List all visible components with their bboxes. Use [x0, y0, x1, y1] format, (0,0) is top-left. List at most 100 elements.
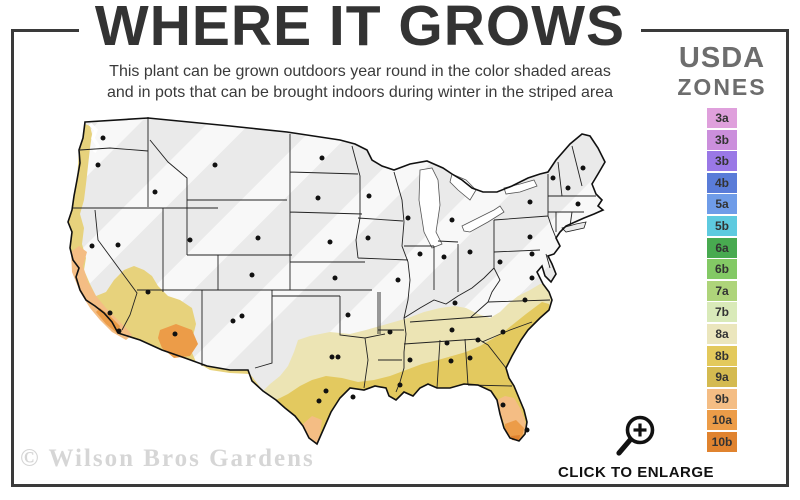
city-dot [345, 312, 351, 318]
city-dot [467, 355, 473, 361]
zone-chip: 6a [707, 237, 737, 258]
city-dot [327, 239, 333, 245]
city-dot [500, 402, 506, 408]
zone-chip: 3b [707, 129, 737, 150]
city-dot [452, 300, 458, 306]
city-dot [565, 185, 571, 191]
zone-chip: 8b [707, 345, 737, 366]
zone-chip: 7b [707, 302, 737, 323]
city-dot [527, 234, 533, 240]
magnifier-plus-icon [616, 415, 655, 456]
city-dot [319, 155, 325, 161]
zone-chip: 9b [707, 388, 737, 409]
city-dot [89, 243, 95, 249]
city-dot [529, 251, 535, 257]
enlarge-label: CLICK TO ENLARGE [557, 464, 715, 481]
subtitle-line-2: and in pots that can be brought indoors … [106, 83, 614, 101]
city-dot [145, 289, 151, 295]
city-dot [335, 354, 341, 360]
city-dot [441, 254, 447, 260]
city-dot [387, 329, 393, 335]
zone-chip: 8a [707, 323, 737, 344]
subtitle: This plant can be grown outdoors year ro… [30, 62, 690, 104]
long-island [561, 221, 587, 233]
city-dot [448, 358, 454, 364]
city-dot [366, 193, 372, 199]
zone-list: 3a 3b 3b 4b 5a 5b 6a 6b 7a 7b 8a 8b 9a 9b 10a 10b [672, 108, 772, 452]
zone-chip: 3b [707, 151, 737, 172]
city-dot [172, 331, 178, 337]
subtitle-line-1: This plant can be grown outdoors year ro… [109, 63, 611, 80]
us-outline [67, 117, 606, 446]
zone-ca-orange [96, 308, 120, 334]
header: WHERE IT GROWS [30, 0, 690, 55]
zone-tx-peach [303, 416, 322, 444]
legend-title-zones: ZONES [677, 74, 767, 100]
city-dot [187, 237, 193, 243]
city-dot [527, 199, 533, 205]
city-dot [315, 195, 321, 201]
city-dot [449, 217, 455, 223]
great-lakes [418, 167, 538, 249]
city-dot [212, 162, 218, 168]
city-dot [115, 242, 121, 248]
city-dot [239, 313, 245, 319]
state-borders [72, 117, 596, 393]
city-dot [500, 329, 506, 335]
puget-sound [88, 122, 101, 153]
zone-az-orange [158, 324, 198, 358]
city-dot [580, 165, 586, 171]
city-dot [550, 175, 556, 181]
usda-zones-legend: USDA ZONES 3a 3b 3b 4b 5a 5b 6a 6b 7a 7b 8a 8b 9a 9b 1… [672, 44, 772, 454]
lake-erie [461, 205, 505, 233]
zone-ca-peach [71, 246, 132, 340]
zone-chip: 4b [707, 172, 737, 193]
page-title: WHERE IT GROWS [78, 0, 642, 55]
zone-chip: 5a [707, 194, 737, 215]
city-dot [116, 328, 122, 334]
city-dot [529, 275, 535, 281]
zone-chip: 5b [707, 215, 737, 236]
city-dot [255, 235, 261, 241]
zone-chip: 7a [707, 280, 737, 301]
lake-huron [449, 173, 477, 201]
zone-chip: 3a [707, 108, 737, 128]
lake-ontario [503, 179, 538, 195]
city-dot [107, 310, 113, 316]
city-dot [524, 427, 530, 433]
city-dot [230, 318, 236, 324]
city-dot [397, 382, 403, 388]
legend-title-usda: USDA [678, 42, 766, 74]
city-dot [449, 327, 455, 333]
city-dot [475, 337, 481, 343]
city-dot [407, 357, 413, 363]
zone-chip: 9a [707, 367, 737, 388]
city-dot [444, 340, 450, 346]
lake-michigan [418, 167, 443, 249]
city-dot [350, 394, 356, 400]
city-dot [95, 162, 101, 168]
zone-chip: 10a [707, 410, 737, 431]
city-dot [249, 272, 255, 278]
watermark: © Wilson Bros Gardens [20, 445, 315, 472]
city-dot [395, 277, 401, 283]
city-dots [89, 135, 586, 433]
city-dot [100, 135, 106, 141]
city-dot [332, 275, 338, 281]
city-dot [497, 259, 503, 265]
city-dot [522, 297, 528, 303]
zone-chip: 10b [707, 431, 737, 452]
city-dot [323, 388, 329, 394]
click-to-enlarge-button[interactable]: CLICK TO ENLARGE [548, 412, 724, 481]
zone-chip: 6b [707, 259, 737, 280]
city-dot [152, 189, 158, 195]
city-dot [365, 235, 371, 241]
city-dot [405, 215, 411, 221]
zone-band-gold [276, 302, 549, 444]
city-dot [417, 251, 423, 257]
city-dot [467, 249, 473, 255]
city-dot [329, 354, 335, 360]
city-dot [316, 398, 322, 404]
